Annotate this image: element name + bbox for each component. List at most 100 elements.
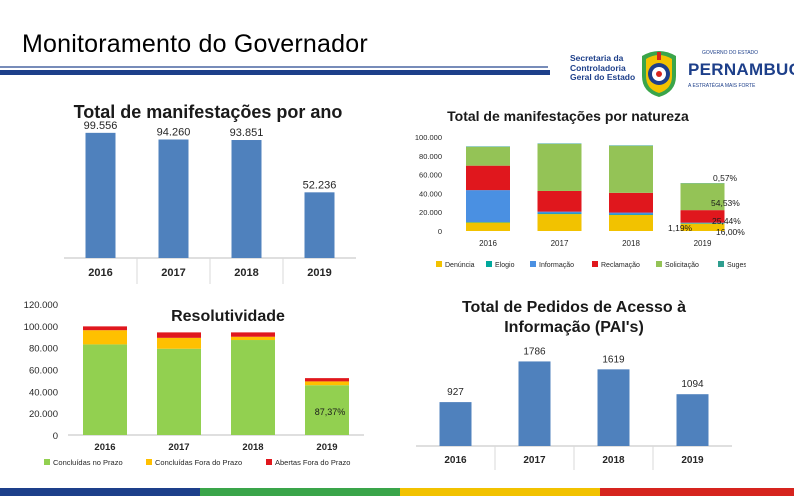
bar-2017-denúncia xyxy=(537,214,582,231)
legend-swatch-2 xyxy=(266,459,272,465)
value-label-2016: 927 xyxy=(447,387,464,398)
x-tick-2018: 2018 xyxy=(234,267,258,279)
state-seal-icon xyxy=(642,51,676,97)
bar-2019-reclamação xyxy=(680,210,725,223)
bar-2016-informação xyxy=(466,190,510,223)
y-tick-20000: 20.000 xyxy=(29,409,58,420)
bar-2016-series-1 xyxy=(83,330,127,345)
title-rule-thin xyxy=(0,66,548,68)
y-tick-60000: 60.000 xyxy=(29,366,58,377)
x-tick-2017: 2017 xyxy=(523,455,546,466)
y-tick-0: 0 xyxy=(438,227,442,236)
bar-2018-series-2 xyxy=(231,332,275,337)
bar-2019-series-2 xyxy=(305,378,349,382)
brand-logo: PERNAMBUCO xyxy=(688,60,794,79)
legend-swatch-informação xyxy=(530,261,536,267)
value-label-2019: 52.236 xyxy=(303,179,337,191)
logos: Secretaria da Controladoria Geral do Est… xyxy=(560,46,794,102)
value-label-2019: 1094 xyxy=(681,379,704,390)
legend-label-solicitação: Solicitação xyxy=(665,262,699,269)
bar-2017-reclamação xyxy=(537,190,582,212)
value-label-2017: 94.260 xyxy=(157,127,191,139)
bar-2016-reclamação xyxy=(466,165,510,191)
y-tick-0: 0 xyxy=(53,431,58,442)
x-tick-2017: 2017 xyxy=(551,239,569,248)
y-tick-40000: 40.000 xyxy=(29,387,58,398)
bar-2018-informação xyxy=(609,212,653,215)
secretaria-line-3: Geral do Estado xyxy=(570,72,636,82)
x-tick-2019: 2019 xyxy=(694,239,712,248)
annotation-1: 54,53% xyxy=(711,198,740,208)
legend-label-denúncia: Denúncia xyxy=(445,262,475,269)
y-tick-20000: 20.000 xyxy=(419,208,442,217)
legend-swatch-solicitação xyxy=(656,261,662,267)
legend-label-1: Concluídas Fora do Prazo xyxy=(155,458,242,467)
bar-2017-series-0 xyxy=(157,348,201,435)
x-tick-2016: 2016 xyxy=(88,267,112,279)
bar-2018-reclamação xyxy=(609,192,653,213)
legend-swatch-reclamação xyxy=(592,261,598,267)
legend-label-reclamação: Reclamação xyxy=(601,262,640,269)
legend-label-2: Abertas Fora do Prazo xyxy=(275,458,350,467)
chart-por-natureza: Total de manifestações por natureza 0 20.0… xyxy=(415,108,746,269)
x-tick-2019: 2019 xyxy=(681,455,704,466)
legend-swatch-denúncia xyxy=(436,261,442,267)
y-tick-120000: 120.000 xyxy=(24,300,58,311)
bar-2018-series-1 xyxy=(231,336,275,341)
secretaria-line-1: Secretaria da xyxy=(570,53,624,63)
y-tick-60000: 60.000 xyxy=(419,171,442,180)
chart-title: Total de manifestações por ano xyxy=(74,102,343,122)
brand-top: GOVERNO DO ESTADO xyxy=(702,50,759,56)
slide-title: Monitoramento do Governador xyxy=(22,30,368,58)
value-label-2017: 1786 xyxy=(523,346,546,357)
x-tick-2018: 2018 xyxy=(242,442,263,453)
y-tick-100000: 100.000 xyxy=(415,133,442,142)
bar-2016 xyxy=(439,402,472,446)
bar-2018-solicitação xyxy=(609,145,653,193)
bar-2018-elogio xyxy=(609,214,653,216)
legend-label-elogio: Elogio xyxy=(495,262,515,269)
annotation-3: 1,19% xyxy=(668,223,693,233)
secretaria-text: Secretaria da Controladoria Geral do Est… xyxy=(570,53,636,83)
x-tick-2016: 2016 xyxy=(444,455,467,466)
x-tick-2016: 2016 xyxy=(94,442,115,453)
x-tick-2018: 2018 xyxy=(602,455,625,466)
legend-label-sugestão: Sugestão xyxy=(727,262,746,269)
y-tick-40000: 40.000 xyxy=(419,189,442,198)
legend-swatch-elogio xyxy=(486,261,492,267)
chart-title-line-2: Informação (PAI's) xyxy=(504,319,644,336)
x-tick-2016: 2016 xyxy=(479,239,497,248)
legend-label-informação: Informação xyxy=(539,262,574,269)
bar-2017-informação xyxy=(537,211,582,214)
bar-2019-elogio xyxy=(680,223,725,224)
bar-2018-series-0 xyxy=(231,340,275,435)
brand-subtitle: A ESTRATÉGIA MAIS FORTE xyxy=(688,83,756,89)
legend-swatch-0 xyxy=(44,459,50,465)
title-rule xyxy=(0,70,550,75)
bottom-color-stripe xyxy=(0,488,794,496)
bar-2017-series-2 xyxy=(157,332,201,338)
bar-2019-series-1 xyxy=(305,381,349,386)
value-label-2016: 99.556 xyxy=(84,120,118,132)
bar-2018 xyxy=(231,140,262,258)
legend-label-0: Concluídas no Prazo xyxy=(53,458,123,467)
chart-pai: Total de Pedidos de Acesso à Informação (… xyxy=(416,299,732,470)
bar-2017 xyxy=(158,139,189,258)
annotation-4: 16,00% xyxy=(716,227,745,237)
bar-2016-solicitação xyxy=(466,146,510,166)
bar-2017 xyxy=(518,361,551,446)
bar-2018 xyxy=(597,369,630,446)
value-label-2018: 93.851 xyxy=(230,127,264,139)
x-tick-2017: 2017 xyxy=(168,442,189,453)
bar-2019-solicitação xyxy=(680,183,725,211)
bar-2016-series-0 xyxy=(83,344,127,435)
bar-2018-denúncia xyxy=(609,215,653,231)
bar-2019-series-0 xyxy=(305,385,349,435)
bar-2016-denúncia xyxy=(466,222,510,231)
legend-swatch-1 xyxy=(146,459,152,465)
bar-2016 xyxy=(85,132,116,258)
bar-2017-solicitação xyxy=(537,143,582,191)
chart-title: Resolutividade xyxy=(171,308,285,325)
annotation-87: 87,37% xyxy=(315,407,346,417)
bar-2017-elogio xyxy=(537,213,582,215)
